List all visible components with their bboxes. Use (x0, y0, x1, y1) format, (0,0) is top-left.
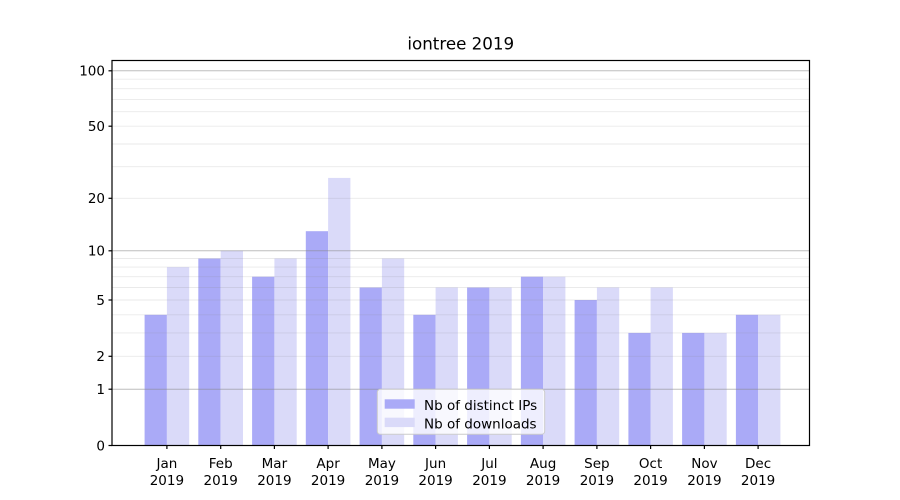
legend: Nb of distinct IPs Nb of downloads (376, 388, 546, 435)
y-tick-label: 5 (96, 293, 105, 309)
x-tick-label-month: Sep (584, 456, 609, 472)
x-tick-label-month: Jan (155, 456, 177, 472)
x-tick-label-year: 2019 (311, 473, 345, 489)
bar-downloads-oct (650, 287, 673, 446)
bar-distinct-ips-may (359, 287, 382, 446)
x-tick-label-month: Dec (745, 456, 771, 472)
y-tick-label: 1 (96, 382, 105, 398)
bar-downloads-apr (328, 177, 351, 446)
x-tick-label-month: May (368, 456, 396, 472)
x-tick-label-month: Jun (424, 456, 446, 472)
x-tick-label-year: 2019 (633, 473, 667, 489)
x-tick-label-year: 2019 (526, 473, 560, 489)
x-tick-label-month: Mar (262, 456, 288, 472)
x-tick-label-year: 2019 (204, 473, 238, 489)
x-tick-label-month: Feb (209, 456, 233, 472)
legend-swatch-downloads (384, 417, 415, 428)
x-tick-label-year: 2019 (150, 473, 184, 489)
x-tick-label-year: 2019 (580, 473, 614, 489)
x-tick-label-month: Apr (316, 456, 340, 472)
bar-distinct-ips-dec (735, 314, 759, 446)
bar-distinct-ips-sep (574, 300, 597, 446)
legend-label-distinct-ips: Nb of distinct IPs (424, 398, 537, 414)
bar-downloads-aug (543, 276, 566, 446)
x-tick-label-month: Aug (530, 456, 556, 472)
y-tick-label: 100 (79, 64, 105, 80)
y-tick-label: 20 (88, 191, 105, 207)
x-tick-label-year: 2019 (687, 473, 721, 489)
bar-distinct-ips-apr (305, 231, 329, 446)
plot-border (111, 59, 811, 447)
bar-downloads-sep (596, 287, 620, 446)
bar-distinct-ips-feb (198, 258, 221, 446)
bar-downloads-jan (166, 267, 190, 446)
x-tick-label-month: Jul (480, 456, 497, 472)
x-tick-label-year: 2019 (741, 473, 775, 489)
y-tick-label: 10 (88, 244, 105, 260)
x-tick-label-year: 2019 (365, 473, 399, 489)
y-tick-label: 2 (96, 349, 105, 365)
y-tick-label: 50 (88, 119, 105, 135)
x-tick-label-year: 2019 (418, 473, 452, 489)
y-tick-label: 0 (96, 438, 105, 454)
x-tick-label-month: Nov (691, 456, 717, 472)
chart-title: iontree 2019 (407, 34, 514, 54)
x-tick-label-year: 2019 (257, 473, 291, 489)
legend-label-downloads: Nb of downloads (424, 416, 537, 432)
legend-swatch-distinct-ips (384, 399, 415, 409)
bar-downloads-feb (220, 250, 243, 446)
bar-distinct-ips-jan (144, 314, 167, 446)
bar-downloads-mar (274, 258, 297, 446)
x-tick-label-month: Oct (639, 456, 662, 472)
legend-box (376, 388, 546, 435)
bar-distinct-ips-mar (252, 276, 275, 446)
x-tick-label-year: 2019 (472, 473, 506, 489)
bar-downloads-dec (758, 314, 781, 446)
